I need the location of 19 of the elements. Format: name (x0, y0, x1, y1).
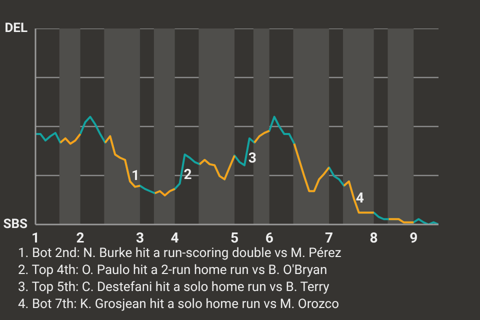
text: 1. Bot 2nd: N. Burke hit a run-scoring double vs M. Pérez (18, 246, 342, 261)
x-tick-label: 1 (31, 230, 40, 246)
x-tick-label: 2 (76, 230, 84, 246)
text: 3. Top 5th: C. Destefani hit a solo home run vs B. Terry (18, 280, 330, 295)
annotation: 3 (248, 150, 256, 167)
annotation: 2 (184, 166, 192, 183)
x-tick-label: 8 (370, 230, 378, 246)
text: 2. Top 4th: O. Paulo hit a 2-run home run vs B. O'Bryan (18, 263, 328, 278)
x-tick-label: 9 (410, 230, 418, 246)
text: SBS (3, 217, 28, 232)
text: DEL (4, 21, 28, 36)
x-tick-label: 3 (136, 230, 144, 246)
x-tick-label: 4 (170, 230, 179, 246)
x-tick-label: 7 (325, 230, 334, 246)
text: 4. Bot 7th: K. Grosjean hit a solo home run vs M. Orozco (18, 297, 340, 312)
annotation: 1 (131, 168, 140, 184)
x-tick-label: 6 (265, 230, 274, 246)
annotation: 4 (356, 190, 364, 207)
x-tick-label: 5 (230, 230, 239, 246)
